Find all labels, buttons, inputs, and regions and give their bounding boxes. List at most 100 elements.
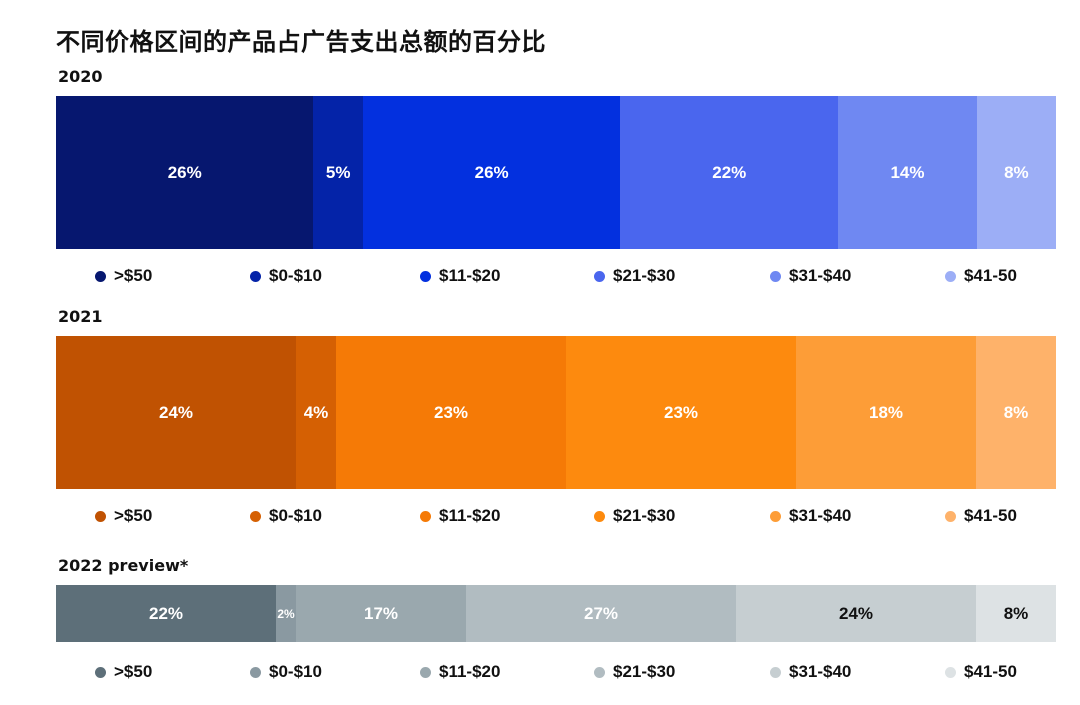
legend-item: $31-$40: [770, 266, 851, 286]
chart-title: 不同价格区间的产品占广告支出总额的百分比: [56, 28, 546, 56]
legend-swatch: [420, 666, 431, 678]
data-label: 26%: [474, 162, 509, 182]
legend-label: $31-$40: [789, 506, 852, 525]
year-label-2022-preview: 2022 preview*: [58, 556, 189, 575]
data-label: 24%: [838, 603, 874, 623]
legend-item: $0-$10: [250, 266, 322, 286]
stacked-bar-2021: 24% 4% 23% 23% 18% 8%: [56, 336, 1056, 489]
legend-swatch: [770, 270, 781, 282]
legend-swatch: [770, 666, 781, 678]
legend-swatch: [250, 510, 261, 522]
data-label: 23%: [433, 402, 469, 422]
bar-segment-2: 26%: [362, 96, 621, 249]
bar-segment-3: 22%: [620, 96, 839, 249]
legend-item: $11-$20: [420, 266, 500, 286]
legend-label: $21-$30: [613, 506, 676, 525]
bar-segment-0: 24%: [56, 336, 296, 489]
legend-swatch: [420, 270, 431, 282]
legend-label: $0-$10: [269, 506, 322, 525]
bar-segment-4: 18%: [796, 336, 976, 489]
legend-label: $11-$20: [439, 266, 501, 285]
legend-item: >$50: [95, 266, 152, 286]
legend-label: $31-$40: [789, 662, 852, 681]
bar-segment-0: 22%: [56, 585, 276, 642]
legend-label: $21-$30: [613, 662, 676, 681]
legend-item: $41-50: [945, 266, 1017, 286]
data-label: 26%: [167, 162, 202, 182]
legend-2021: >$50 $0-$10 $11-$20 $21-$30 $31-$40 $41-50: [0, 506, 1080, 530]
legend-item: $11-$20: [420, 506, 500, 526]
legend-label: $0-$10: [269, 266, 322, 285]
data-label: 8%: [1003, 402, 1029, 422]
data-label: 22%: [712, 162, 747, 182]
bar-segment-1: 2%: [276, 585, 296, 642]
legend-label: $41-50: [964, 506, 1017, 525]
legend-label: $41-50: [964, 266, 1017, 285]
legend-item: $21-$30: [594, 506, 675, 526]
legend-swatch: [594, 270, 605, 282]
legend-swatch: [250, 666, 261, 678]
bar-segment-5: 8%: [976, 336, 1056, 489]
legend-item: $0-$10: [250, 662, 322, 682]
data-label: 17%: [363, 603, 399, 623]
data-label: 24%: [158, 402, 194, 422]
legend-item: $41-50: [945, 662, 1017, 682]
bar-segment-5: 8%: [976, 96, 1056, 249]
bar-segment-1: 5%: [313, 96, 363, 249]
legend-item: $31-$40: [770, 506, 851, 526]
data-label: 18%: [868, 402, 904, 422]
data-label: 2%: [277, 606, 295, 621]
legend-swatch: [945, 666, 956, 678]
data-label: 8%: [1004, 162, 1029, 182]
legend-item: $21-$30: [594, 266, 675, 286]
bar-segment-3: 27%: [466, 585, 736, 642]
legend-label: $11-$20: [439, 662, 501, 681]
stacked-bar-2022-preview: 22% 2% 17% 27% 24% 8%: [56, 585, 1056, 642]
legend-swatch: [594, 510, 605, 522]
bar-segment-4: 24%: [736, 585, 976, 642]
legend-2022-preview: >$50 $0-$10 $11-$20 $21-$30 $31-$40 $41-50: [0, 662, 1080, 686]
data-label: 4%: [303, 402, 329, 422]
legend-label: $21-$30: [613, 266, 676, 285]
bar-segment-3: 23%: [566, 336, 796, 489]
data-label: 14%: [890, 162, 925, 182]
data-label: 27%: [583, 603, 619, 623]
legend-swatch: [95, 666, 106, 678]
bar-segment-1: 4%: [296, 336, 336, 489]
legend-item: $11-$20: [420, 662, 500, 682]
data-label: 23%: [663, 402, 699, 422]
legend-swatch: [594, 666, 605, 678]
legend-label: $0-$10: [269, 662, 322, 681]
legend-2020: >$50 $0-$10 $11-$20 $21-$30 $31-$40 $41-50: [0, 266, 1080, 290]
legend-item: >$50: [95, 506, 152, 526]
legend-label: $31-$40: [789, 266, 852, 285]
legend-swatch: [95, 270, 106, 282]
bar-segment-2: 17%: [296, 585, 466, 642]
data-label: 5%: [325, 162, 351, 182]
legend-item: >$50: [95, 662, 152, 682]
legend-label: $41-50: [964, 662, 1017, 681]
stacked-bar-2020: 26% 5% 26% 22% 14% 8%: [56, 96, 1056, 249]
legend-swatch: [770, 510, 781, 522]
legend-swatch: [95, 510, 106, 522]
legend-swatch: [420, 510, 431, 522]
bar-segment-0: 26%: [56, 96, 314, 249]
legend-label: >$50: [114, 662, 153, 681]
bar-segment-2: 23%: [336, 336, 566, 489]
legend-swatch: [250, 270, 261, 282]
legend-label: >$50: [114, 266, 153, 285]
legend-label: >$50: [114, 506, 153, 525]
legend-item: $41-50: [945, 506, 1017, 526]
bar-segment-5: 8%: [976, 585, 1056, 642]
data-label: 22%: [148, 603, 184, 623]
legend-item: $0-$10: [250, 506, 322, 526]
legend-item: $31-$40: [770, 662, 851, 682]
legend-swatch: [945, 270, 956, 282]
data-label: 8%: [1003, 603, 1029, 623]
year-label-2021: 2021: [58, 307, 103, 326]
legend-label: $11-$20: [439, 506, 501, 525]
year-label-2020: 2020: [58, 67, 103, 86]
legend-swatch: [945, 510, 956, 522]
bar-segment-4: 14%: [838, 96, 977, 249]
legend-item: $21-$30: [594, 662, 675, 682]
